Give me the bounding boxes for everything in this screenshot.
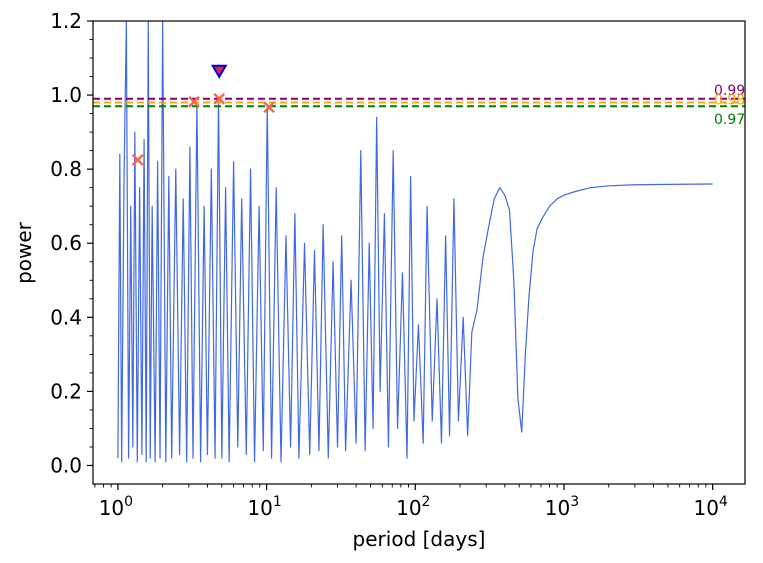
y-axis: 0.0 0.2 0.4 0.6 0.8 1.0 1.2 bbox=[50, 9, 93, 477]
peak-marker-1 bbox=[131, 154, 144, 166]
x-tick-label: 100 bbox=[99, 494, 133, 520]
plot-frame bbox=[92, 20, 746, 485]
x-axis-label: period [days] bbox=[353, 527, 486, 551]
y-tick-label: 1.0 bbox=[50, 83, 82, 107]
y-tick-label: 1.2 bbox=[50, 9, 82, 33]
series-layer bbox=[117, 21, 713, 463]
y-tick-label: 0.8 bbox=[50, 157, 82, 181]
y-axis-label: power bbox=[12, 221, 36, 284]
threshold-label-0.97: 0.97 bbox=[714, 112, 745, 128]
x-tick-label: 101 bbox=[247, 494, 281, 520]
peak-marker-4 bbox=[263, 101, 275, 114]
x-tick-label: 104 bbox=[693, 494, 727, 520]
y-tick-label: 0.6 bbox=[50, 231, 82, 255]
threshold-layer: 0.990.98 0.97 bbox=[93, 83, 745, 128]
threshold-label-0.99: 0.99 bbox=[714, 83, 745, 99]
series-line-periodogram bbox=[117, 21, 713, 463]
x-tick-label: 103 bbox=[545, 494, 579, 520]
y-tick-label: 0.4 bbox=[50, 305, 82, 329]
x-tick-label: 102 bbox=[396, 494, 430, 520]
x-axis: 100 101 102 103 104 bbox=[94, 484, 728, 520]
peak-marker-2 bbox=[188, 95, 200, 108]
best-period-marker bbox=[210, 64, 228, 79]
marker-layer bbox=[131, 64, 275, 166]
peak-marker-3 bbox=[213, 92, 226, 105]
y-tick-label: 0.2 bbox=[50, 379, 82, 403]
y-tick-label: 0.0 bbox=[50, 453, 82, 477]
threshold-label-0.98: 0.98 bbox=[714, 92, 745, 108]
